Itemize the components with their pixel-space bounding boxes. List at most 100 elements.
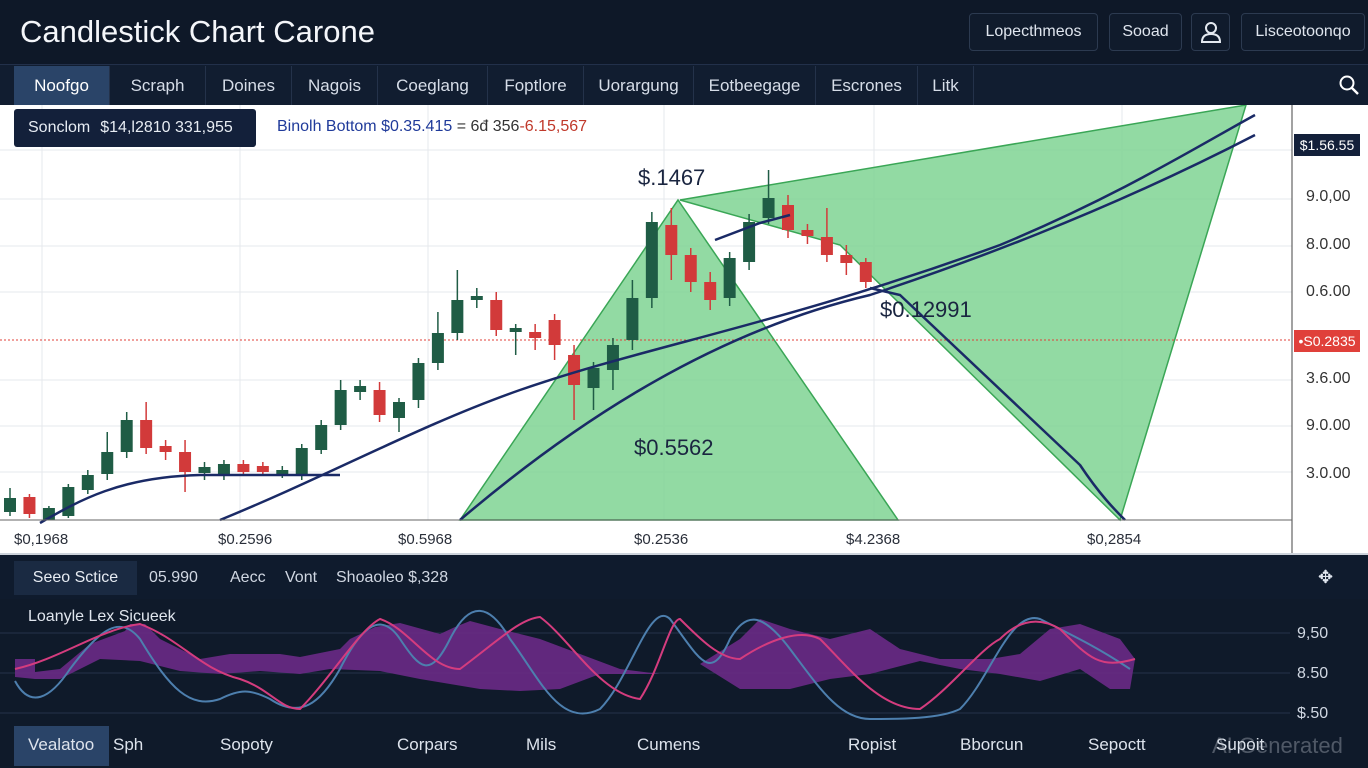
candle-up[interactable] — [723, 258, 736, 298]
candles — [4, 170, 872, 520]
footer-item[interactable]: Corpars — [397, 735, 458, 754]
page-title: Candlestick Chart Carone — [20, 14, 375, 49]
candle-down[interactable] — [529, 332, 542, 338]
tab-4[interactable]: Coeglang — [378, 66, 488, 106]
header-button-3[interactable]: Lisceotoonqo — [1241, 13, 1365, 51]
candle-up[interactable] — [81, 475, 94, 490]
candle-down[interactable] — [820, 237, 833, 255]
footer-item[interactable]: Mils — [526, 735, 557, 754]
candle-up[interactable] — [62, 487, 75, 516]
y-tick: 0.6.00 — [1306, 283, 1351, 300]
osc-tick: $.50 — [1297, 705, 1329, 722]
footer-item[interactable]: Ropist — [848, 735, 897, 754]
footer-item[interactable]: Vealatoo — [28, 735, 95, 754]
candle-down[interactable] — [237, 464, 250, 472]
footer-active-bg — [14, 726, 109, 766]
tab-8[interactable]: Escrones — [816, 66, 918, 106]
user-icon — [1200, 22, 1221, 43]
candle-down[interactable] — [568, 355, 581, 385]
candle-down[interactable] — [548, 320, 561, 345]
tab-6[interactable]: Uorargung — [584, 66, 694, 106]
candle-up[interactable] — [276, 470, 289, 474]
search-icon — [1339, 75, 1359, 95]
candle-up[interactable] — [354, 386, 367, 392]
candle-up[interactable] — [470, 296, 483, 300]
candle-up[interactable] — [431, 333, 444, 363]
indicator-value: 05.990 — [149, 569, 198, 586]
candle-down[interactable] — [840, 255, 853, 263]
oscillator-plot — [0, 609, 1290, 721]
x-tick: $0.2596 — [218, 531, 273, 548]
histogram-area — [15, 619, 1135, 691]
footer-item[interactable]: Cumens — [637, 735, 701, 754]
header-button-2[interactable]: Sooad — [1109, 13, 1182, 51]
nav-tabs: Noofgo Scraph Doines Nagois Coeglang Foptlore… — [0, 64, 1368, 106]
x-tick: $0.5968 — [398, 531, 453, 548]
candle-up[interactable] — [4, 498, 16, 512]
candle-down[interactable] — [140, 420, 153, 448]
legend-delta: -6.15,567 — [519, 118, 588, 135]
candle-down[interactable] — [256, 466, 269, 472]
candle-up[interactable] — [315, 425, 328, 450]
tab-3[interactable]: Nagois — [292, 66, 378, 106]
indicator-option[interactable]: Aecc — [230, 569, 266, 586]
candle-up[interactable] — [120, 420, 133, 452]
indicator-toolbar: Seeo Sctice 05.990 Aecc Vont Shoaoleo $,… — [0, 553, 1368, 599]
candle-up[interactable] — [509, 328, 522, 332]
tab-1[interactable]: Scraph — [110, 66, 206, 106]
candlestick-chart[interactable] — [0, 105, 1368, 553]
candle-up[interactable] — [101, 452, 114, 474]
candle-up[interactable] — [762, 198, 775, 218]
indicator-option[interactable]: Shoaoleo $,328 — [336, 569, 449, 586]
candle-down[interactable] — [665, 225, 678, 255]
footer-item[interactable]: Sph — [113, 735, 144, 754]
candle-down[interactable] — [179, 452, 192, 472]
candle-down[interactable] — [373, 390, 386, 415]
candle-up[interactable] — [412, 363, 425, 400]
tab-5[interactable]: Foptlore — [488, 66, 584, 106]
footer-item[interactable]: Supoit — [1216, 735, 1265, 754]
candle-up[interactable] — [645, 222, 658, 298]
candle-down[interactable] — [23, 497, 36, 514]
footer-item[interactable]: Sepoctt — [1088, 735, 1146, 754]
oscillator-title: Loanyle Lex Sicueek — [28, 608, 176, 625]
indicator-select[interactable]: Seeo Sctice — [14, 561, 137, 595]
candle-up[interactable] — [451, 300, 464, 333]
tab-9[interactable]: Litk — [918, 66, 974, 106]
series-legend: Binolh Bottom $0.35.415 = 6đ 356-6.15,56… — [277, 118, 587, 136]
header-button-1[interactable]: Lopecthmeos — [969, 13, 1098, 51]
legend-name: Binolh Bottom — [277, 118, 377, 135]
candle-up[interactable] — [743, 222, 756, 262]
candle-down[interactable] — [684, 255, 697, 282]
candle-up[interactable] — [587, 368, 600, 388]
candle-up[interactable] — [295, 448, 308, 474]
marker-price-tag: •S0.2835 — [1294, 330, 1360, 352]
indicator-option[interactable]: Vont — [285, 569, 318, 586]
candle-up[interactable] — [626, 298, 639, 340]
candle-down[interactable] — [859, 262, 872, 282]
osc-tick: 8.50 — [1297, 665, 1329, 682]
x-tick: $4.2368 — [846, 531, 901, 548]
footer-item[interactable]: Sopoty — [220, 735, 273, 754]
search-button[interactable] — [1338, 74, 1360, 101]
tab-0[interactable]: Noofgo — [14, 66, 110, 106]
tab-2[interactable]: Doines — [206, 66, 292, 106]
footer-item[interactable]: Bborcun — [960, 735, 1024, 754]
symbol-info: Sonclom $14,l2810 331,955 — [14, 109, 256, 147]
candle-down[interactable] — [782, 205, 794, 230]
candle-down[interactable] — [801, 230, 814, 236]
symbol-value: $14,l2810 331,955 — [100, 119, 233, 136]
candle-down[interactable] — [704, 282, 717, 300]
candle-up[interactable] — [393, 402, 405, 418]
crosshair-settings-icon[interactable]: ✥ — [1318, 567, 1334, 587]
candle-up[interactable] — [606, 345, 619, 370]
candle-down[interactable] — [159, 446, 172, 452]
osc-tick: 9,50 — [1297, 625, 1329, 642]
candle-down[interactable] — [490, 300, 503, 330]
candle-up[interactable] — [334, 390, 347, 425]
y-tick: 9.0,00 — [1306, 188, 1351, 205]
candle-up[interactable] — [217, 464, 230, 474]
tab-7[interactable]: Eotbeegage — [694, 66, 816, 106]
candle-up[interactable] — [198, 467, 211, 473]
user-button[interactable] — [1191, 13, 1230, 51]
